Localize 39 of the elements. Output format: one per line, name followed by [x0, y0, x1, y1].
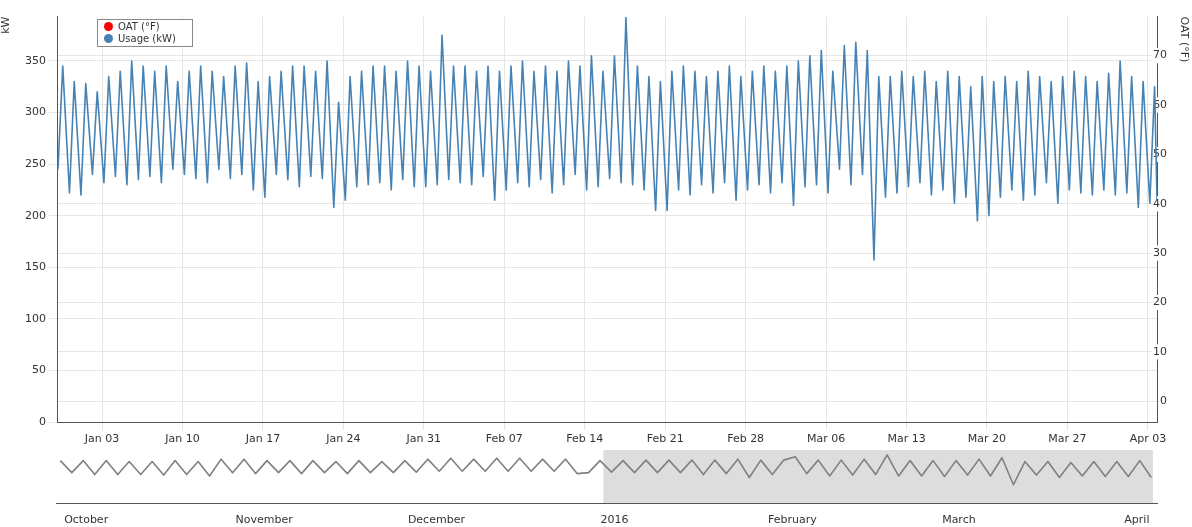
legend-label: OAT (°F)	[118, 20, 160, 32]
y-tick-label: 100	[25, 311, 46, 325]
y2-tick-label: 40	[1153, 196, 1167, 210]
x-tick-label: Jan 03	[83, 432, 120, 446]
x-tick-label: February	[768, 513, 818, 527]
x-tick-label: March	[942, 513, 976, 527]
x-tick-label: Feb 21	[646, 432, 684, 446]
y2-tick-label: 20	[1153, 295, 1167, 309]
y2-tick-label: 70	[1153, 48, 1167, 62]
y-tick-label: 50	[32, 363, 46, 377]
x-tick-label: December	[407, 513, 466, 527]
x-tick-label: Mar 13	[887, 432, 926, 446]
y2-tick-label: 0	[1160, 394, 1167, 408]
y-tick-label: 0	[39, 414, 46, 428]
y-tick-label: 300	[25, 105, 46, 119]
y-tick-label: 150	[25, 260, 46, 274]
x-tick-label: November	[235, 513, 294, 527]
x-tick-label: Jan 31	[405, 432, 442, 446]
x-tick-label: April	[1124, 513, 1150, 527]
y-tick-label: 250	[25, 156, 46, 170]
x-tick-label: Mar 20	[967, 432, 1007, 446]
x-tick-label: Feb 07	[485, 432, 523, 446]
y2-tick-label: 10	[1153, 344, 1167, 358]
y2-tick-label: 30	[1153, 245, 1167, 259]
x-tick-label: Feb 28	[727, 432, 765, 446]
y2-axis-title: OAT (°F)	[1177, 16, 1191, 63]
x-tick-label: Mar 27	[1048, 432, 1087, 446]
y-tick-label: 350	[25, 53, 46, 67]
x-tick-label: Jan 17	[244, 432, 281, 446]
x-tick-label: Jan 24	[325, 432, 361, 446]
x-tick-label: Mar 06	[806, 432, 846, 446]
x-tick-label: Apr 03	[1129, 432, 1167, 446]
y-axis-title: kW	[0, 16, 13, 34]
y-tick-label: 200	[25, 208, 46, 222]
x-tick-label: Jan 10	[164, 432, 200, 446]
legend-label: Usage (kW)	[118, 32, 176, 44]
x-tick-label: Feb 14	[566, 432, 604, 446]
x-tick-label: October	[64, 513, 109, 527]
x-tick-label: 2016	[600, 513, 629, 527]
